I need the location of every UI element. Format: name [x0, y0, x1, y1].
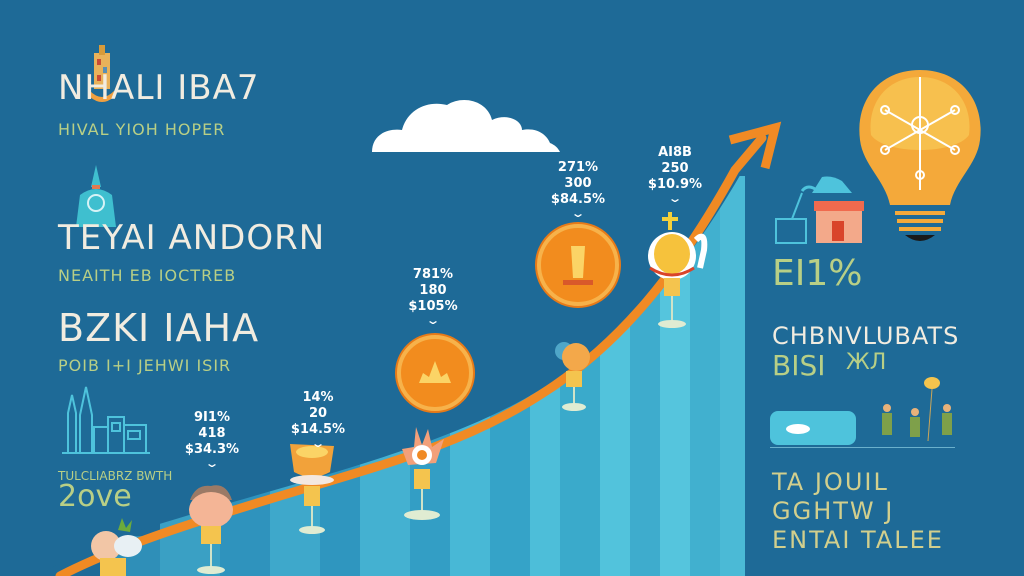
shop-building-icon: [772, 175, 867, 245]
left-value-4: 2ove: [58, 479, 132, 514]
coin-icon: [397, 335, 473, 411]
left-subheading-3: POIB I+I JEHWI ISIR: [58, 356, 232, 375]
right-footer-line-2: GGHTW J: [772, 497, 895, 525]
chevron-down-icon: ⌄: [310, 437, 326, 450]
left-subheading-2: NEAITH EB IOCTREB: [58, 266, 237, 285]
trend-line: [55, 133, 767, 576]
right-heading-sub-b: ЖЛ: [846, 350, 887, 375]
left-caption-4: TULCLIABRZ BWTH: [58, 469, 173, 483]
data-label: 9I1% 418 $34.3% ⌄: [172, 410, 252, 470]
right-footer-line-1: TA JOUIL: [772, 468, 889, 496]
chevron-down-icon: ⌄: [667, 192, 683, 205]
right-heading-sub-a: BISI: [772, 349, 826, 382]
coin-icon: [537, 224, 619, 306]
left-heading-1: NHAԼI IBA7: [58, 68, 260, 108]
right-footer-line-3: ENTAI TALEE: [772, 526, 944, 554]
bar: [720, 176, 745, 576]
people-scene-icon: [770, 375, 955, 455]
trend-arrow-icon: [728, 121, 782, 170]
hand-item-icon: [394, 425, 450, 525]
temple-icon: [90, 45, 114, 105]
data-label: 271% 300 $84.5% ⌄: [538, 160, 618, 220]
food-bowl-icon: [88, 512, 144, 576]
chevron-down-icon: ⌄: [425, 314, 441, 327]
left-heading-3: BZKI IAHA: [58, 306, 260, 350]
chevron-down-icon: ⌄: [204, 457, 220, 470]
left-heading-2: TEYAI ANDORN: [58, 218, 326, 258]
cloud-icon: [372, 100, 560, 152]
mascot-icon: [74, 165, 118, 235]
right-stat-value: EI1%: [772, 253, 863, 294]
city-skyline-icon: [60, 385, 152, 455]
data-label: AI8B 250 $10.9% ⌄: [635, 145, 715, 205]
data-label: 781% 180 $105% ⌄: [393, 267, 473, 327]
lightbulb-icon: [855, 65, 985, 250]
left-subheading-1: HIVAL YIOH HOPER: [58, 120, 226, 139]
soup-bowl-icon: [286, 440, 338, 536]
chevron-down-icon: ⌄: [570, 207, 586, 220]
data-label: 14% 20 $14.5% ⌄: [278, 390, 358, 450]
right-heading: CHBNVLUBATS: [772, 322, 960, 350]
splash-item-icon: [550, 335, 596, 415]
crown-jar-icon: [646, 210, 708, 340]
rice-bowl-icon: [186, 480, 236, 576]
